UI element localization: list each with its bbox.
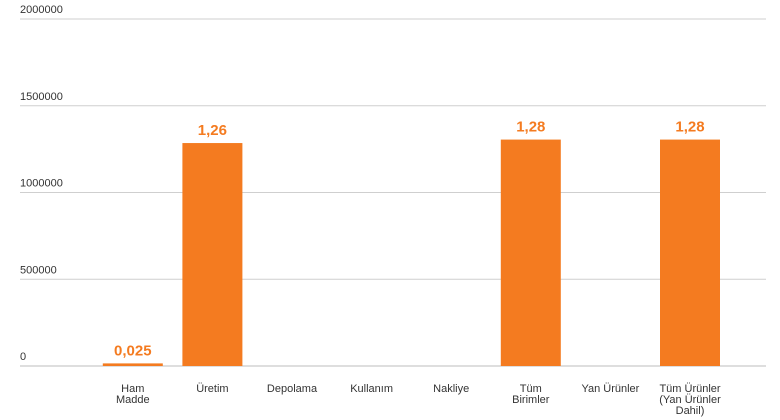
x-tick-label: Kullanım	[350, 383, 393, 395]
bar	[182, 143, 243, 366]
gridlines	[20, 18, 766, 367]
x-tick-label: Depolama	[267, 383, 318, 395]
data-label: 1,28	[675, 119, 704, 136]
data-label: 1,28	[516, 119, 545, 136]
bar	[660, 139, 720, 366]
y-tick-label: 1000000	[20, 178, 63, 190]
data-label: 0,025	[114, 342, 152, 359]
x-tick-label: Tüm Birimler	[512, 383, 550, 406]
x-tick-label: Ham Madde	[116, 383, 150, 406]
bars	[102, 139, 720, 366]
y-tick-label: 2000000	[20, 4, 63, 16]
data-labels: 0,025 1,26 1,28 1,28	[114, 119, 705, 360]
x-category-labels: Ham Madde Üretim Depolama Kullanım Nakliye Tüm…	[116, 383, 721, 417]
x-tick-label: Yan Ürünler	[581, 383, 639, 395]
x-tick-label: Nakliye	[433, 383, 469, 395]
y-tick-label: 1500000	[20, 91, 63, 103]
bar	[500, 139, 561, 366]
data-label: 1,26	[198, 122, 227, 139]
x-tick-label: Tüm Ürünler (Yan Ürünler Dahil)	[659, 383, 721, 417]
bar	[102, 363, 163, 366]
x-tick-label: Üretim	[196, 383, 228, 395]
y-tick-label: 500000	[20, 264, 57, 276]
y-tick-label: 0	[20, 351, 26, 363]
y-tick-labels: 0 500000 1000000 1500000 2000000	[20, 4, 63, 363]
